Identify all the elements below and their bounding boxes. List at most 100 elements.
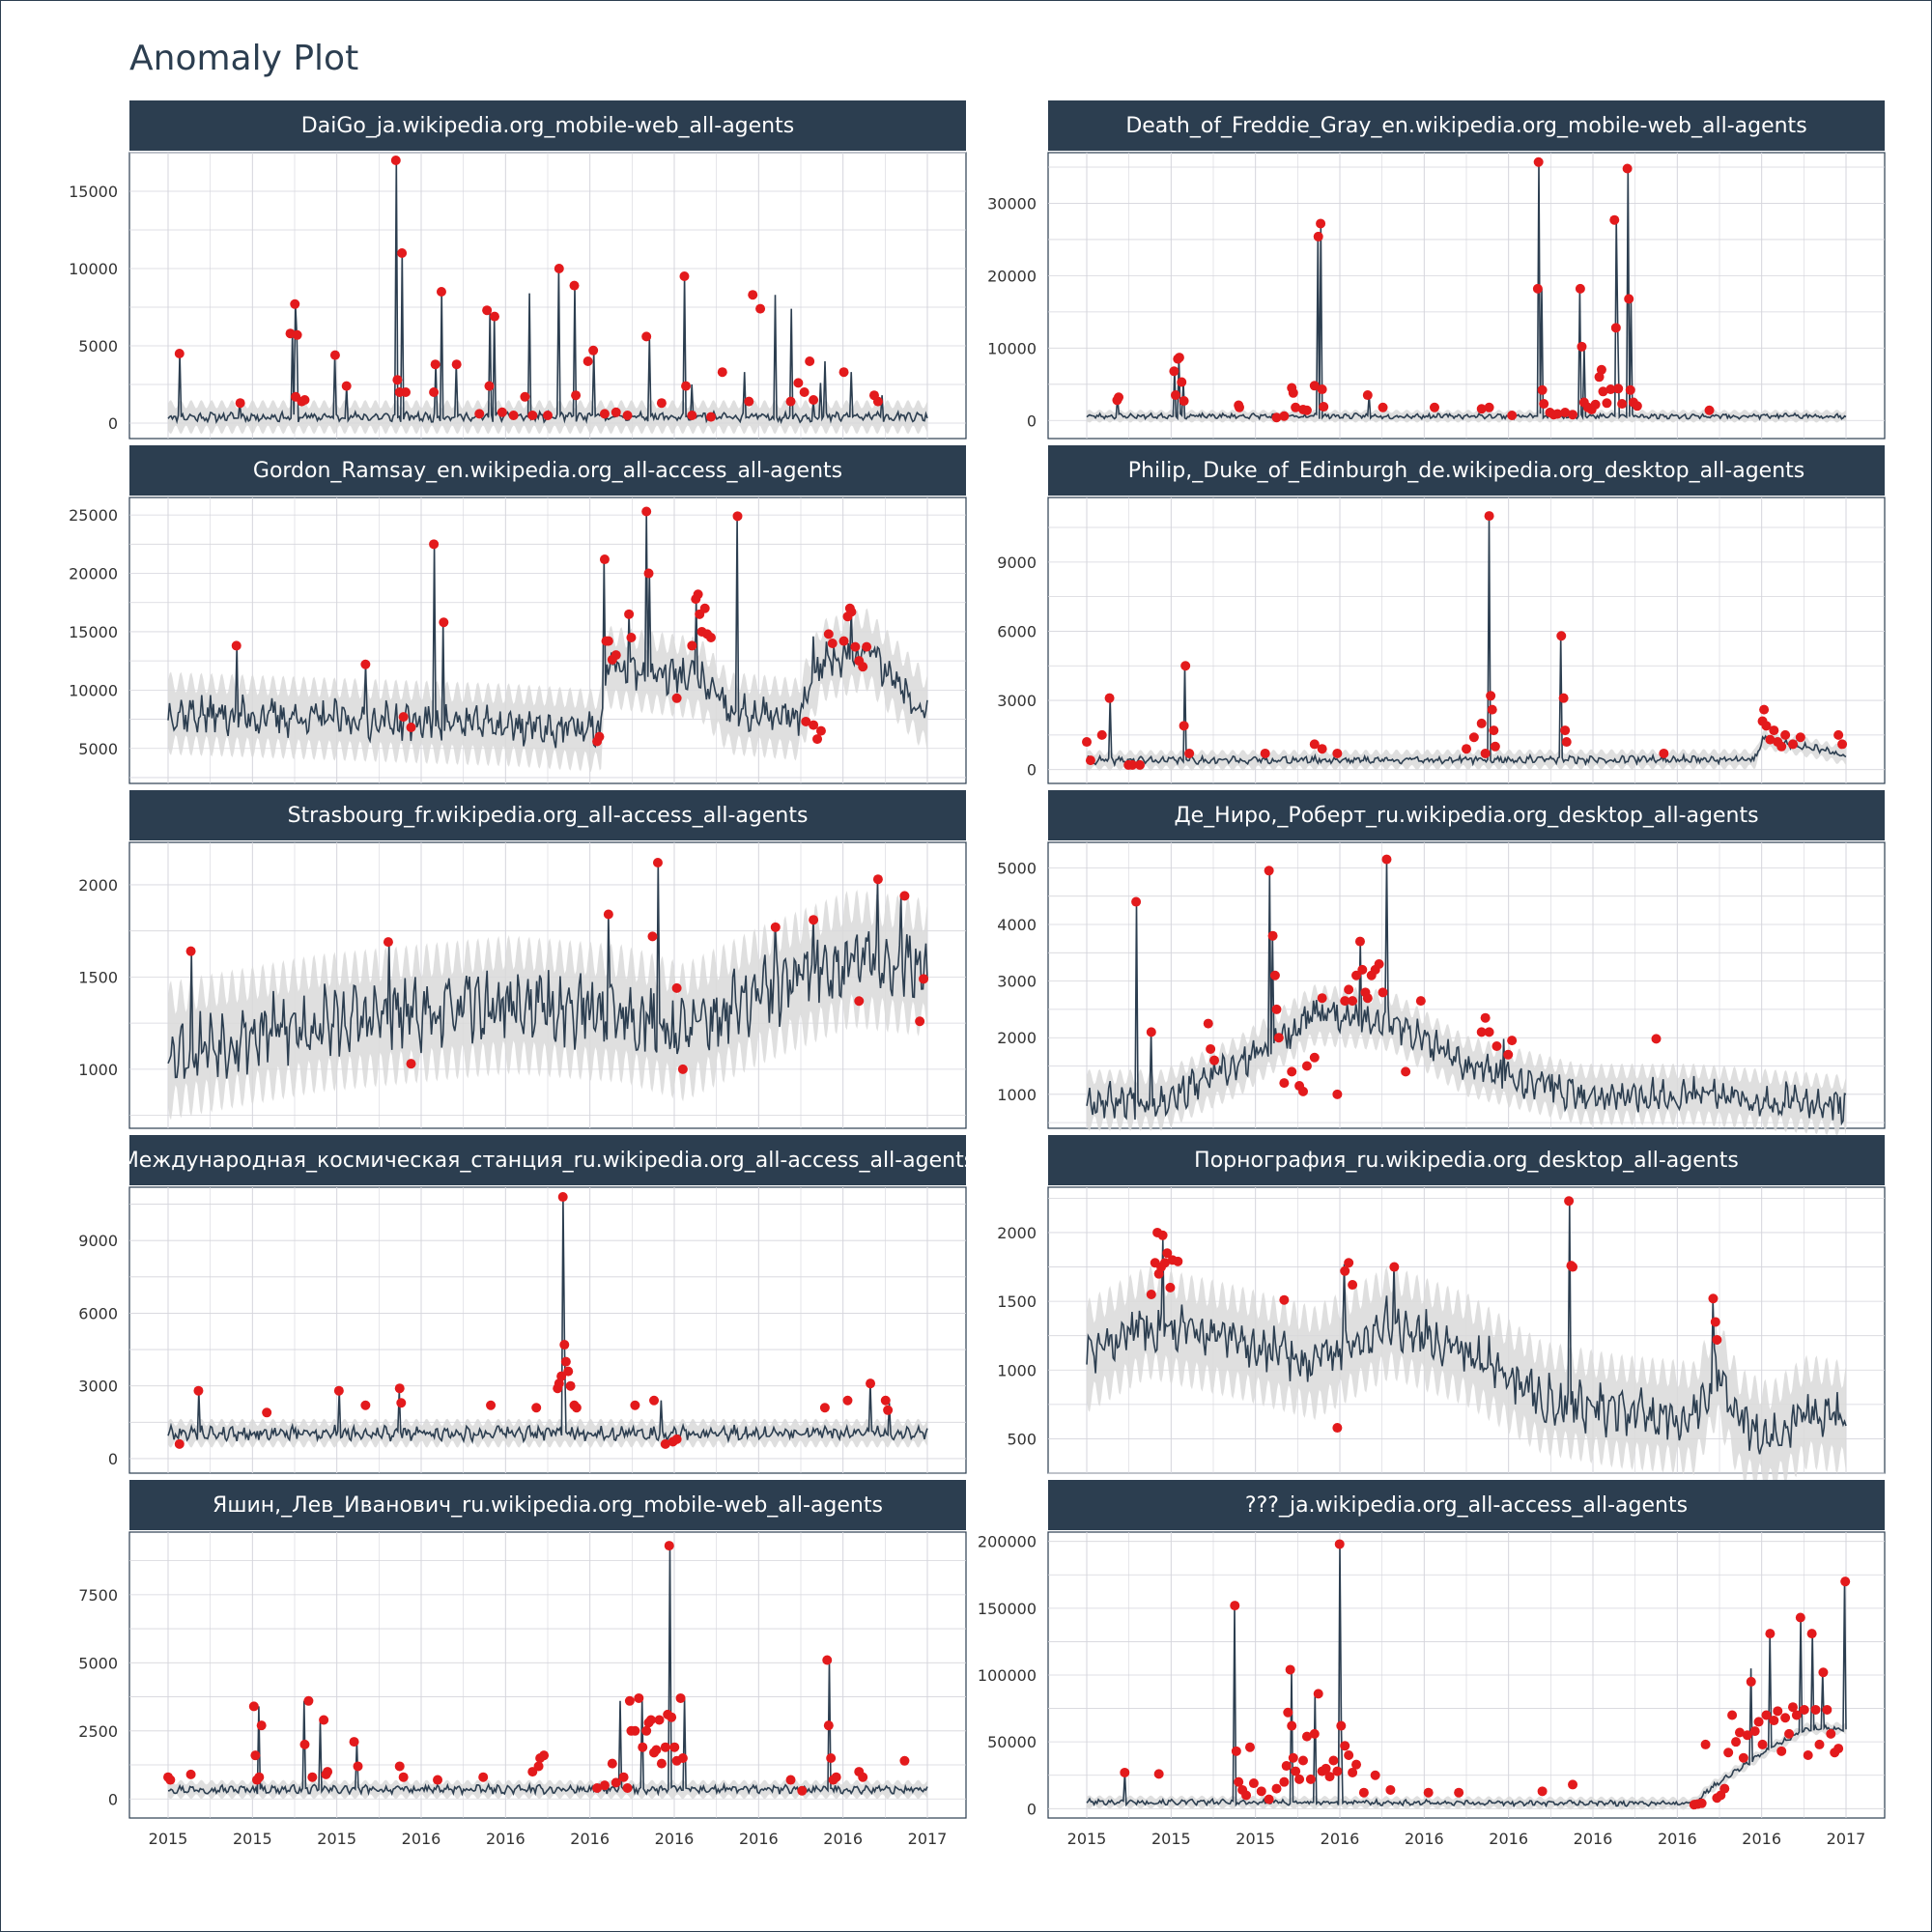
anomaly-point xyxy=(1719,1783,1730,1794)
anomaly-point xyxy=(569,280,580,291)
anomaly-point xyxy=(1153,1769,1164,1779)
anomaly-point xyxy=(638,1742,648,1752)
anomaly-point xyxy=(705,412,716,422)
anomaly-point xyxy=(436,287,446,297)
anomaly-point xyxy=(482,305,493,316)
anomaly-point xyxy=(1351,1759,1362,1770)
anomaly-point xyxy=(185,1769,196,1779)
observed-series-line xyxy=(167,1196,928,1445)
anomaly-point xyxy=(915,1016,925,1027)
anomaly-point xyxy=(1784,1728,1795,1739)
anomaly-point xyxy=(1539,399,1549,410)
anomaly-point xyxy=(1324,1772,1335,1782)
anomaly-point xyxy=(1757,1739,1768,1749)
facet-panel: Де_Ниро,_Роберт_ru.wikipedia.org_desktop… xyxy=(997,790,1886,1136)
anomaly-point xyxy=(647,931,658,942)
anomaly-point xyxy=(1230,1601,1240,1611)
anomaly-point xyxy=(630,1725,640,1736)
observed-series-line xyxy=(167,511,928,749)
anomaly-point xyxy=(582,356,593,366)
anomaly-point xyxy=(299,1739,310,1749)
anomaly-point xyxy=(1564,1196,1575,1207)
anomaly-point xyxy=(1209,1055,1220,1065)
anomaly-point xyxy=(406,723,416,733)
anomaly-point xyxy=(1533,156,1544,167)
anomaly-point xyxy=(559,1340,570,1350)
anomaly-point xyxy=(1317,384,1327,395)
anomaly-point xyxy=(1738,1752,1748,1763)
anomaly-point xyxy=(1617,399,1628,410)
anomaly-point xyxy=(699,603,710,613)
anomaly-point xyxy=(484,381,495,391)
anomaly-point xyxy=(687,411,697,420)
anomaly-point xyxy=(866,1378,876,1389)
y-tick-label: 15000 xyxy=(69,623,118,641)
anomaly-point xyxy=(1742,1730,1752,1741)
anomaly-point xyxy=(1180,661,1191,671)
y-tick-label: 6000 xyxy=(78,1304,118,1322)
anomaly-point xyxy=(677,1064,688,1074)
x-tick-label: 2016 xyxy=(655,1830,695,1848)
anomaly-point xyxy=(323,1767,333,1777)
anomaly-point xyxy=(1389,1262,1400,1272)
facet-strip xyxy=(1048,1135,1885,1185)
anomaly-point xyxy=(248,1701,259,1712)
anomaly-point xyxy=(1625,384,1635,395)
facet-strip xyxy=(1048,790,1885,840)
anomaly-point xyxy=(850,641,861,652)
facet-title: Де_Ниро,_Роберт_ru.wikipedia.org_desktop… xyxy=(1174,804,1758,828)
anomaly-point xyxy=(1358,1787,1369,1798)
x-tick-label: 2015 xyxy=(1151,1830,1191,1848)
anomaly-point xyxy=(1568,410,1578,420)
facet-panel: Strasbourg_fr.wikipedia.org_all-access_a… xyxy=(78,790,967,1129)
facet-strip xyxy=(129,1135,966,1185)
anomaly-point xyxy=(1840,1577,1851,1587)
anomaly-point xyxy=(899,1755,910,1766)
y-tick-label: 20000 xyxy=(69,565,118,583)
anomaly-point xyxy=(486,1400,497,1410)
anomaly-point xyxy=(1104,693,1115,703)
anomaly-point xyxy=(1734,1727,1745,1738)
anomaly-point xyxy=(1135,759,1146,770)
anomaly-point xyxy=(793,378,804,388)
anomaly-point xyxy=(1552,409,1563,419)
anomaly-point xyxy=(641,1725,652,1736)
anomaly-point xyxy=(1294,1774,1305,1784)
y-tick-label: 0 xyxy=(1027,1800,1037,1818)
anomaly-point xyxy=(1203,1018,1213,1029)
anomaly-point xyxy=(1285,1664,1295,1675)
x-tick-label: 2016 xyxy=(739,1830,779,1848)
anomaly-point xyxy=(899,891,910,901)
y-tick-label: 1500 xyxy=(78,968,118,986)
y-tick-label: 7500 xyxy=(78,1586,118,1605)
x-tick-label: 2015 xyxy=(233,1830,272,1848)
anomaly-point xyxy=(1773,1706,1783,1717)
anomaly-point xyxy=(1332,1766,1343,1776)
anomaly-point xyxy=(1814,1739,1825,1749)
facet-strip xyxy=(1048,1480,1885,1530)
facet-panel: Gordon_Ramsay_en.wikipedia.org_all-acces… xyxy=(69,445,967,784)
anomaly-point xyxy=(1605,384,1616,395)
recomposed-band xyxy=(1087,1264,1846,1494)
anomaly-point xyxy=(826,1752,837,1763)
anomaly-point xyxy=(667,1712,677,1722)
anomaly-point xyxy=(1484,402,1494,412)
anomaly-point xyxy=(671,693,682,703)
anomaly-point xyxy=(1602,398,1612,409)
y-tick-label: 1500 xyxy=(997,1293,1037,1311)
anomaly-point xyxy=(1269,970,1280,980)
anomaly-point xyxy=(1590,399,1601,410)
anomaly-point xyxy=(1374,959,1384,970)
anomaly-point xyxy=(1206,1043,1216,1054)
y-tick-label: 3000 xyxy=(997,973,1037,991)
anomaly-point xyxy=(398,1772,409,1782)
anomaly-point xyxy=(1746,1676,1756,1687)
anomaly-point xyxy=(669,1742,680,1752)
anomaly-point xyxy=(883,1405,894,1415)
anomaly-point xyxy=(390,156,401,165)
anomaly-point xyxy=(732,511,743,522)
anomaly-point xyxy=(1309,1052,1320,1063)
anomaly-point xyxy=(603,909,613,920)
anomaly-point xyxy=(831,1772,841,1782)
anomaly-point xyxy=(1241,1790,1252,1801)
